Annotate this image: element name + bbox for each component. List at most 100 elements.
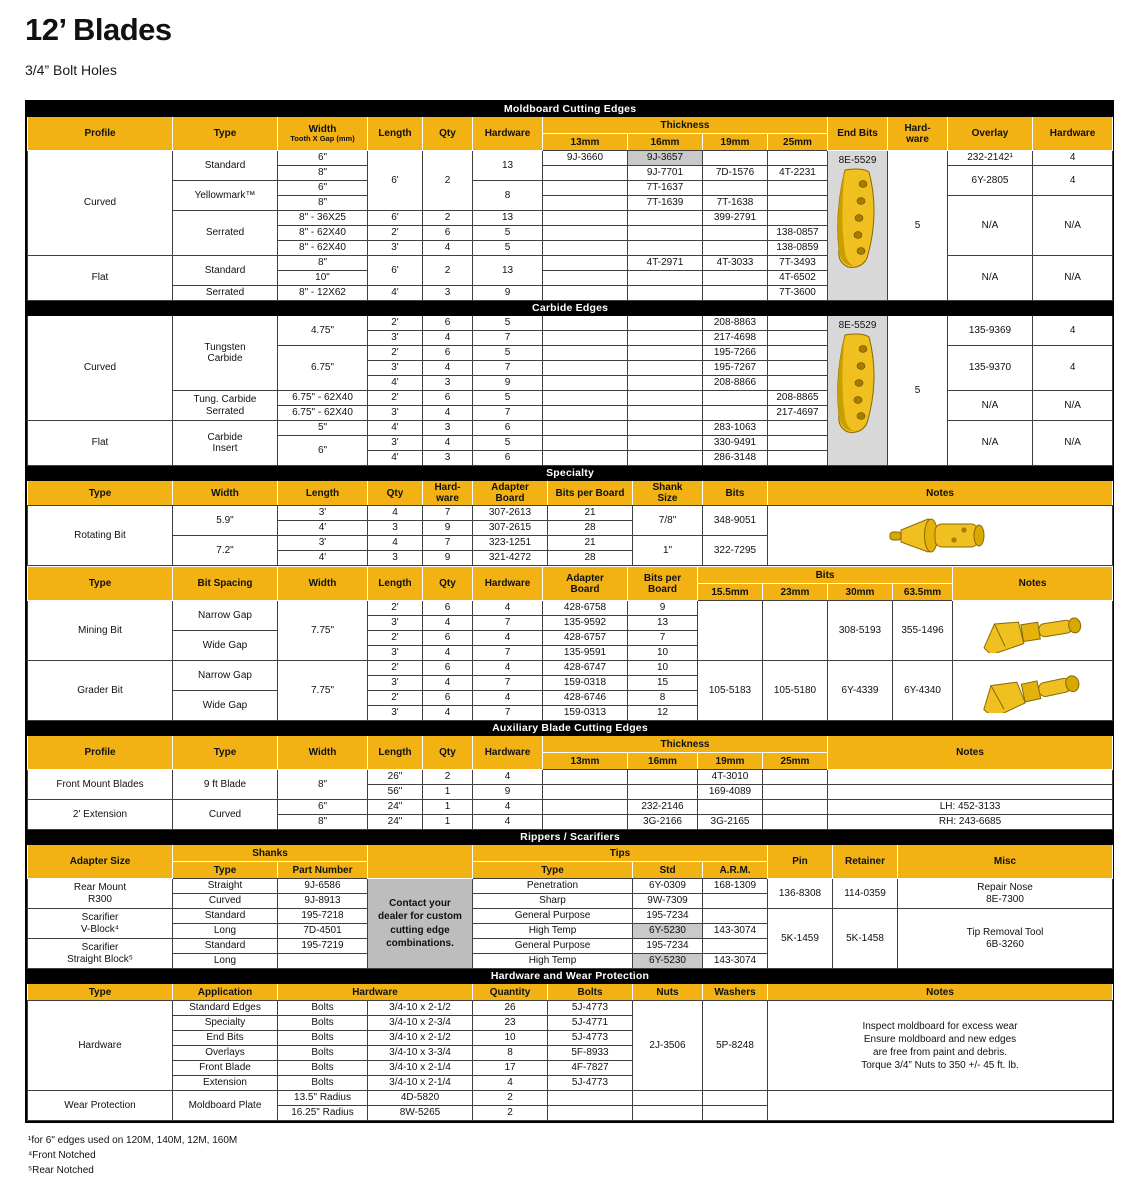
footnote: ⁴Front Notched: [28, 1150, 96, 1161]
table-cell: 7: [472, 675, 543, 691]
column-header: 19mm: [702, 133, 768, 151]
table-cell: [627, 360, 703, 376]
table-cell: 8": [277, 814, 368, 830]
table-cell: [632, 1105, 703, 1121]
table-cell: 7: [472, 645, 543, 661]
table-cell: [767, 345, 828, 361]
column-header: Type: [472, 861, 633, 879]
table-cell: 168-1309: [702, 878, 768, 894]
column-header: 23mm: [762, 583, 828, 601]
table-cell: 6': [367, 210, 423, 226]
table-cell: [702, 240, 768, 256]
table-row: 6.75" 2' 6 5 195-7266 135-9370 4: [28, 345, 1114, 391]
table-cell: [627, 240, 703, 256]
table-cell: 4: [422, 330, 473, 346]
column-header: Type: [27, 566, 173, 601]
table-row: 3' 4 7 217-4698: [28, 330, 1113, 346]
table-cell: [542, 405, 628, 421]
table-cell: 3': [367, 405, 423, 421]
table-cell: 4T-3033: [702, 255, 768, 271]
table-cell: 307-2613: [472, 505, 548, 521]
table-cell: 6: [422, 690, 473, 706]
table-cell: Scarifier V-Block⁴: [27, 908, 173, 939]
table-cell: 13: [627, 615, 698, 631]
table-cell: 3': [367, 615, 423, 631]
table-cell: [627, 210, 703, 226]
mining-grader-bits-table: Type Bit Spacing Width Length Qty Hardware Ada…: [27, 566, 1114, 721]
table-cell: [767, 420, 828, 436]
column-header: Std: [632, 861, 703, 879]
moldboard-cutting-edges-table: Moldboard Cutting Edges Profile Type Width T…: [26, 102, 1114, 301]
table-cell: 7: [627, 630, 698, 646]
table-cell: [627, 450, 703, 466]
table-cell: [542, 255, 628, 271]
table-cell: [627, 784, 698, 800]
column-header: Type: [27, 480, 173, 506]
table-row: 4' 3 9 321-4272 28: [28, 550, 1113, 566]
table-cell: Wear Protection: [27, 1090, 173, 1121]
table-cell: [767, 450, 828, 466]
table-cell: [702, 180, 768, 196]
table-cell: Tungsten Carbide: [172, 315, 278, 391]
section-title: Specialty: [26, 466, 1114, 481]
column-header: 13mm: [542, 133, 628, 151]
table-row: Mining Bit Narrow Gap 7.75" 2' 6 4 428-6758 9 30…: [27, 600, 1114, 661]
column-header: 25mm: [762, 752, 828, 770]
table-cell: 4: [1031, 150, 1114, 166]
table-row: 3' 4 7 135-9592 13: [28, 615, 1113, 631]
table-row: 8" - 62X40 2' 6 5 138-0857: [28, 225, 1113, 241]
gradebit-icon: [955, 669, 1110, 713]
table-row: Rotating Bit 5.9" 3' 4 7 307-2613 21 7/8" 348-90…: [27, 505, 1114, 566]
table-cell: Hardware: [27, 1000, 173, 1091]
table-cell: Specialty: [172, 1015, 278, 1031]
table-row: 16.25" Radius 8W-5265 2: [28, 1105, 1113, 1121]
table-cell: 9: [422, 520, 473, 536]
table-cell: RH: 243-6685: [826, 814, 1114, 830]
table-cell: Standard: [172, 255, 278, 286]
column-header: Hardware: [472, 566, 543, 601]
table-cell: 283-1063: [702, 420, 768, 436]
table-cell: 10: [627, 660, 698, 676]
table-cell: Bolts: [277, 1030, 368, 1046]
rotating-bit-image: [889, 518, 985, 553]
table-cell: 3': [367, 435, 423, 451]
column-header: Part Number: [277, 861, 368, 879]
table-cell: 195-7266: [702, 345, 768, 361]
table-cell: [702, 150, 768, 166]
column-header: Width: [277, 566, 368, 601]
table-cell: [542, 285, 628, 301]
table-cell: 6Y-2805: [947, 165, 1033, 196]
table-cell: 3/4-10 x 2-1/2: [367, 1030, 473, 1046]
part-number: 8E-5529: [838, 320, 877, 331]
table-cell: 3/4-10 x 2-3/4: [367, 1015, 473, 1031]
table-cell: [542, 240, 628, 256]
table-cell: 428-6746: [542, 690, 628, 706]
hardware-and-wear-protection-table: Hardware and Wear Protection Type Applicat…: [26, 969, 1114, 1121]
table-cell: Bolts: [277, 1075, 368, 1091]
column-header: Bit Spacing: [172, 566, 278, 601]
table-cell: 8": [277, 255, 368, 271]
table-cell: Rotating Bit: [27, 505, 173, 566]
table-cell: Extension: [172, 1075, 278, 1091]
table-cell: 4: [472, 690, 543, 706]
table-cell: 6: [422, 225, 473, 241]
table-cell: 13: [472, 150, 543, 181]
table-cell: 105-5180: [762, 660, 828, 721]
column-header: Qty: [422, 735, 473, 770]
table-cell: 3: [422, 420, 473, 436]
table-cell: 308-5193: [827, 600, 893, 661]
table-cell: 15: [627, 675, 698, 691]
page-title: 12’ Blades: [25, 12, 172, 47]
column-header: Width: [277, 735, 368, 770]
table-cell: 4: [422, 360, 473, 376]
table-cell: 348-9051: [702, 505, 768, 536]
table-cell: [766, 505, 1114, 566]
column-header: Notes: [766, 983, 1114, 1001]
table-cell: 3': [367, 705, 423, 721]
table-cell: 3': [367, 360, 423, 376]
table-cell: High Temp: [472, 923, 633, 939]
table-cell: 3/4-10 x 3-3/4: [367, 1045, 473, 1061]
table-cell: N/A: [947, 390, 1033, 421]
table-cell: 105-5183: [697, 660, 763, 721]
table-cell: [542, 270, 628, 286]
